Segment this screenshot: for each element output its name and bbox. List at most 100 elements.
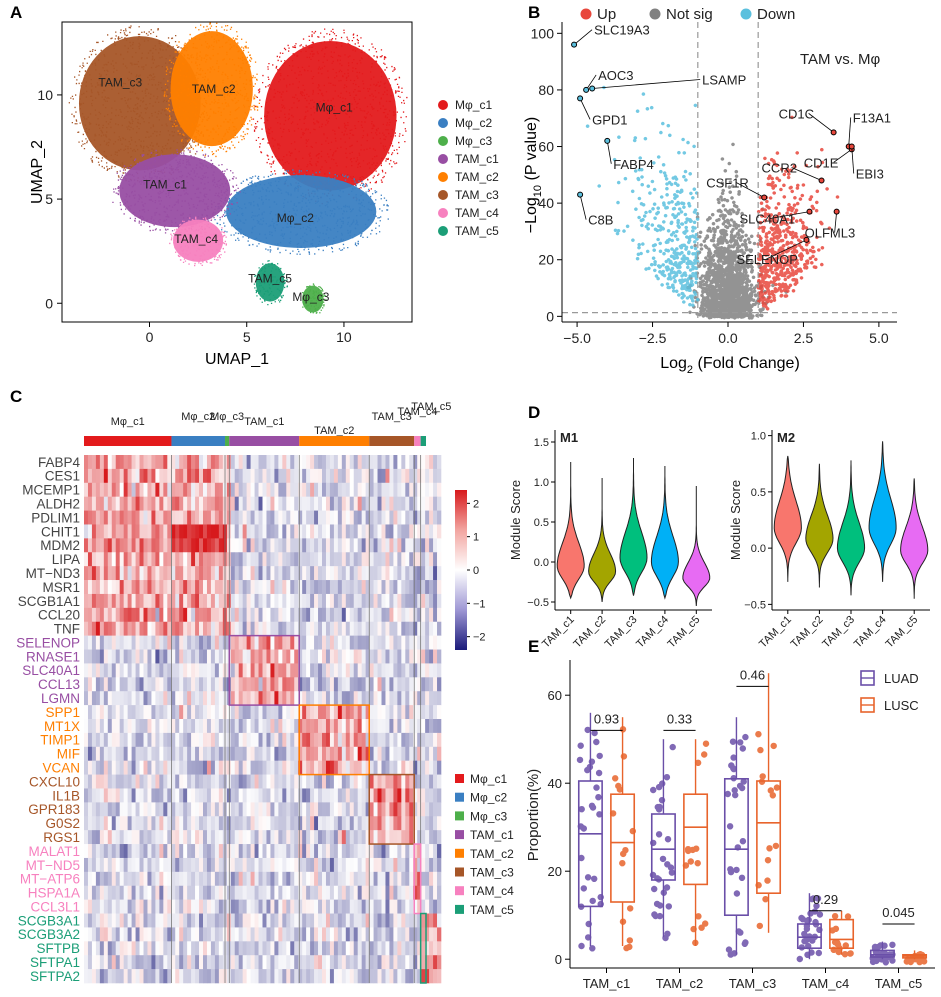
heatmap-cell	[99, 941, 105, 956]
heatmap-cell	[325, 857, 331, 873]
heatmap-cell	[278, 649, 283, 664]
heatmap-cell	[429, 677, 434, 692]
heatmap-cell	[429, 857, 434, 873]
volcano-y-tick-label: 100	[531, 25, 555, 41]
heatmap-cell	[421, 857, 426, 873]
heatmap-cell	[325, 455, 331, 470]
heatmap-cell	[381, 871, 386, 887]
heatmap-cell	[381, 969, 386, 984]
heatmap-cell	[206, 705, 212, 720]
heatmap-cell	[203, 524, 208, 539]
heatmap-cell	[91, 719, 97, 734]
heatmap-cell	[159, 844, 164, 859]
heatmap-cell	[135, 468, 140, 484]
heatmap-cell	[421, 455, 426, 470]
heatmap-cell	[266, 927, 271, 942]
heatmap-cell	[95, 482, 101, 497]
heatmap-cell	[167, 955, 172, 970]
heatmap-cell	[179, 691, 184, 706]
heatmap-cell	[107, 663, 113, 678]
heatmap-cell	[329, 593, 335, 609]
heatmap-cell	[322, 955, 327, 970]
heatmap-cell	[159, 580, 164, 595]
heatmap-cell	[254, 468, 259, 484]
heatmap-cell	[433, 913, 438, 928]
heatmap-cell	[302, 705, 307, 720]
box-y-tick-label: 0	[555, 952, 562, 967]
heatmap-cell	[84, 941, 89, 956]
heatmap-cell	[385, 871, 390, 887]
heatmap-cell	[206, 927, 212, 942]
heatmap-cell	[111, 468, 117, 484]
heatmap-cell	[258, 830, 263, 845]
heatmap-cell	[203, 482, 208, 497]
heatmap-cell	[203, 496, 208, 511]
heatmap-cell	[397, 524, 402, 539]
heatmap-cell	[187, 871, 192, 887]
heatmap-cell	[314, 732, 319, 748]
heatmap-cell	[405, 732, 410, 748]
heatmap-cell	[115, 760, 120, 775]
violin-x-tick-label: TAM_c1	[540, 614, 577, 651]
heatmap-cell	[123, 566, 128, 581]
heatmap-cell	[397, 663, 402, 678]
heatmap-cell	[95, 871, 101, 887]
heatmap-cell	[139, 788, 144, 803]
heatmap-cell	[329, 663, 335, 678]
heatmap-cell	[238, 746, 243, 761]
heatmap-cell	[381, 649, 386, 664]
heatmap-cell	[119, 719, 124, 734]
heatmap-cell	[377, 788, 382, 803]
heatmap-cell	[393, 649, 398, 664]
heatmap-cell	[310, 719, 315, 734]
heatmap-cell	[210, 955, 216, 970]
heatmap-cell	[163, 524, 168, 539]
heatmap-cell	[318, 607, 323, 623]
heatmap-cell	[151, 649, 156, 664]
heatmap-cell	[282, 844, 287, 859]
heatmap-cell	[87, 677, 93, 692]
heatmap-cell	[135, 830, 140, 845]
heatmap-cell	[337, 719, 343, 734]
heatmap-cell	[310, 760, 315, 775]
heatmap-cell	[314, 746, 319, 761]
heatmap-scale-label: −2	[473, 632, 486, 644]
heatmap-cell	[203, 732, 208, 748]
heatmap-cell	[199, 844, 204, 859]
heatmap-cell	[314, 510, 319, 525]
heatmap-cell	[179, 593, 184, 609]
heatmap-cell	[131, 552, 136, 567]
heatmap-cell	[417, 635, 422, 650]
heatmap-cell	[397, 607, 402, 623]
heatmap-cell	[99, 788, 105, 803]
heatmap-cell	[298, 927, 303, 942]
heatmap-cell	[87, 580, 93, 595]
heatmap-cell	[187, 913, 192, 928]
heatmap-cell	[345, 913, 351, 928]
heatmap-cell	[191, 510, 196, 525]
heatmap-cell	[413, 844, 418, 859]
heatmap-cell	[421, 468, 426, 484]
heatmap-cell	[135, 802, 140, 817]
heatmap-cell	[274, 732, 279, 748]
heatmap-cell	[258, 788, 263, 803]
heatmap-cell	[433, 663, 438, 678]
heatmap-row	[84, 635, 442, 650]
heatmap-cell	[282, 913, 287, 928]
heatmap-cell	[254, 941, 259, 956]
violin-shape-tam_c5	[900, 478, 929, 599]
heatmap-cell	[234, 830, 239, 845]
heatmap-cell	[349, 816, 355, 831]
heatmap-cell	[167, 830, 172, 845]
heatmap-cell	[302, 913, 307, 928]
heatmap-cell	[310, 496, 315, 511]
heatmap-cell	[242, 691, 247, 706]
heatmap-cell	[135, 913, 140, 928]
heatmap-cell	[179, 857, 184, 873]
heatmap-cell	[425, 760, 430, 775]
heatmap-cell	[377, 538, 382, 553]
heatmap-cell	[171, 899, 176, 914]
heatmap-cell	[159, 871, 164, 887]
heatmap-cell	[258, 955, 263, 970]
heatmap-cell	[397, 705, 402, 720]
